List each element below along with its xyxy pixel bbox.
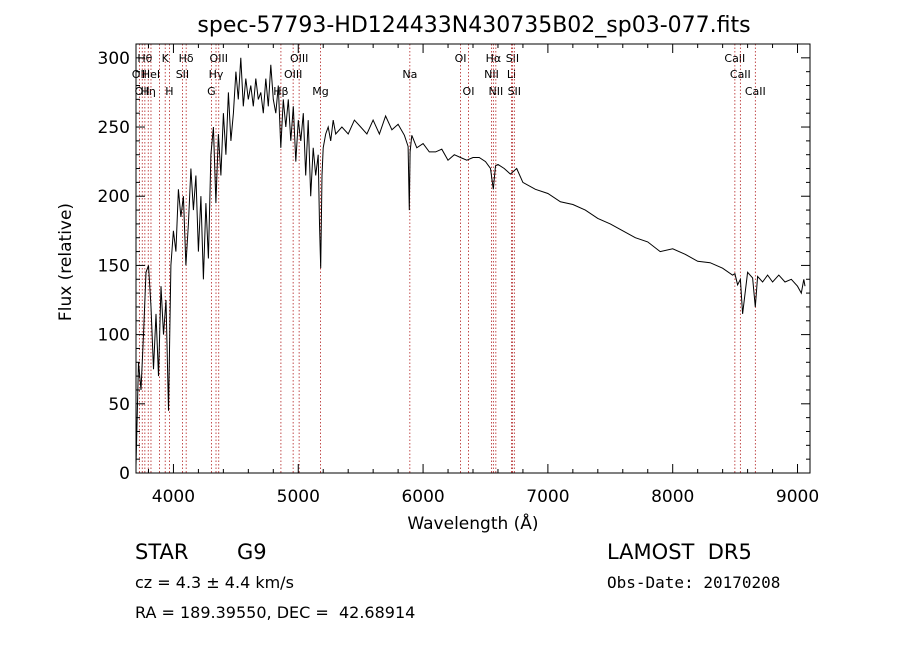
y-tick-label: 250	[98, 118, 130, 138]
marker-label: OIII	[290, 52, 308, 65]
marker-label: HeI	[142, 68, 160, 81]
marker-label: Hθ	[137, 52, 152, 65]
x-axis: 4000 5000 6000 7000 8000 9000	[147, 44, 819, 507]
marker-label: CaII	[730, 68, 751, 81]
marker-label: OI	[455, 52, 467, 65]
marker-label: NII	[484, 68, 499, 81]
marker-label: OII	[135, 85, 150, 98]
marker-label: Na	[402, 68, 417, 81]
x-tick-label: 4000	[152, 487, 195, 507]
cz-value: cz = 4.3 ± 4.4 km/s	[135, 573, 294, 592]
x-tick-label: 9000	[776, 487, 819, 507]
marker-label: NII	[488, 85, 503, 98]
x-axis-label: Wavelength (Å)	[407, 512, 538, 534]
marker-label: G	[207, 85, 216, 98]
marker-label: SII	[508, 85, 521, 98]
y-tick-label: 0	[119, 464, 130, 484]
plot-frame	[135, 43, 811, 474]
marker-label: CaII	[745, 85, 766, 98]
marker-label: K	[162, 52, 170, 65]
y-axis: 0 50 100 150 200 250 300	[98, 49, 810, 484]
marker-group: OIIOIIHθHηHeIKHSIIHδGHγOIIIHβOIIIOIIIMgN…	[132, 44, 766, 473]
marker-label: OIII	[210, 52, 228, 65]
marker-label: Hδ	[179, 52, 194, 65]
marker-label: Li	[507, 68, 516, 81]
spectrum-line	[135, 57, 806, 467]
marker-label: Hγ	[209, 68, 224, 81]
marker-label: Mg	[312, 85, 328, 98]
x-tick-label: 7000	[526, 487, 569, 507]
x-tick-label: 5000	[277, 487, 320, 507]
y-tick-label: 50	[108, 395, 130, 415]
marker-label: Hα	[486, 52, 502, 65]
x-tick-label: 8000	[651, 487, 694, 507]
marker-label: OIII	[284, 68, 302, 81]
survey-name: LAMOST DR5	[607, 540, 752, 564]
marker-label: SII	[176, 68, 189, 81]
marker-label: SII	[506, 52, 519, 65]
y-tick-label: 200	[98, 187, 130, 207]
y-axis-label: Flux (relative)	[56, 203, 76, 321]
marker-label: Hβ	[273, 85, 288, 98]
marker-label: Hη	[141, 85, 156, 98]
x-tick-label: 6000	[401, 487, 444, 507]
chart-title: spec-57793-HD124433N430735B02_sp03-077.f…	[197, 13, 750, 38]
subclass: G9	[237, 540, 267, 564]
coordinates: RA = 189.39550, DEC = 42.68914	[135, 603, 416, 622]
object-class: STAR	[135, 540, 189, 564]
y-tick-label: 300	[98, 49, 130, 69]
marker-label: H	[165, 85, 173, 98]
marker-label: CaII	[724, 52, 745, 65]
obs-date: Obs-Date: 20170208	[607, 573, 781, 592]
marker-label: OI	[463, 85, 475, 98]
y-tick-label: 150	[98, 256, 130, 276]
y-tick-label: 100	[98, 326, 130, 346]
